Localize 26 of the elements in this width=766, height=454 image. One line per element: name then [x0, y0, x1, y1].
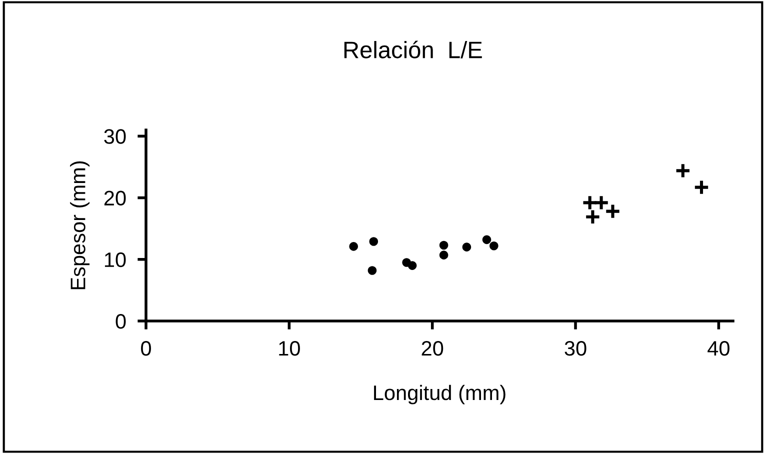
x-tick-label: 0 — [141, 340, 151, 356]
point — [490, 241, 498, 250]
point — [408, 261, 417, 270]
x-tick-label: 40 — [708, 340, 730, 356]
x-tick-label: 20 — [422, 340, 444, 356]
point — [368, 266, 377, 275]
point — [369, 237, 378, 246]
x-tick-label: 30 — [564, 340, 586, 356]
point — [604, 203, 621, 220]
point — [439, 240, 448, 250]
point — [462, 242, 472, 252]
y-tick-label: 10 — [104, 252, 126, 268]
chart-title: Relación L/E — [344, 40, 482, 58]
point — [674, 162, 692, 179]
point — [584, 208, 601, 225]
y-tick-label: 0 — [116, 314, 126, 329]
x-tick-label: 10 — [279, 340, 300, 356]
point — [593, 194, 610, 211]
y-tick-label: 20 — [104, 190, 126, 206]
x-axis-title: Longitud (mm) — [374, 384, 506, 404]
point — [693, 179, 710, 196]
y-tick-label: 30 — [104, 129, 126, 144]
point — [349, 242, 358, 251]
y-axis-title: Espesor (mm) — [70, 161, 90, 290]
point — [439, 250, 448, 260]
point — [482, 235, 492, 244]
